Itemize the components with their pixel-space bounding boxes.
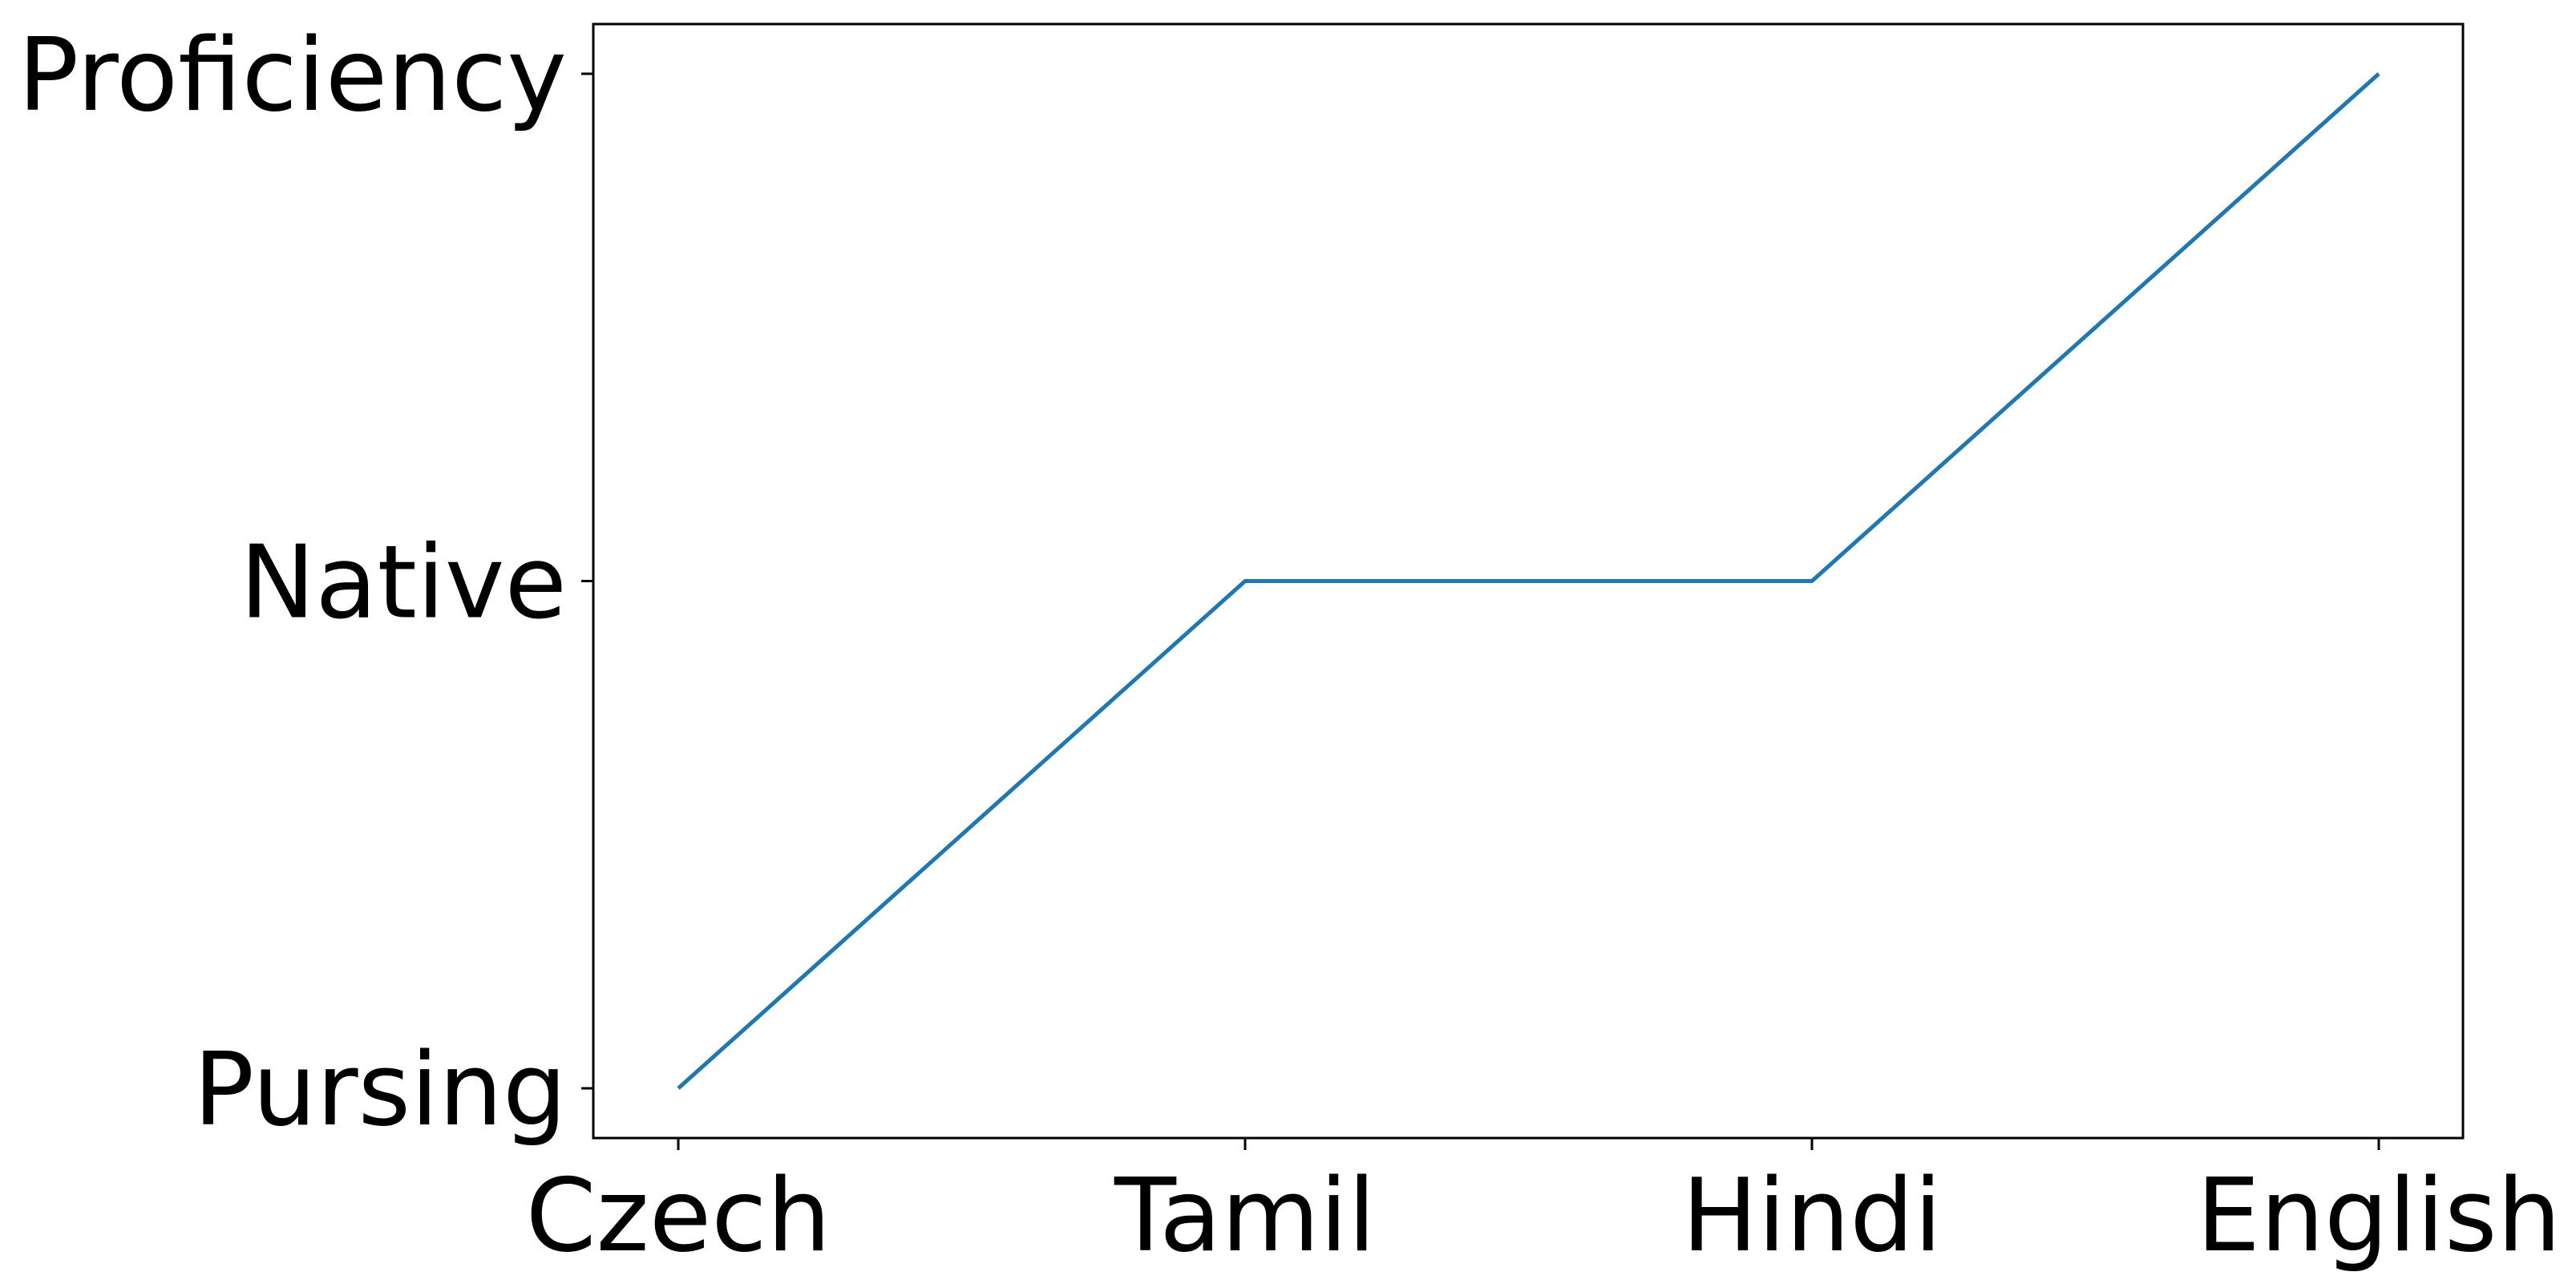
series-line xyxy=(677,72,2380,1090)
x-tick-label: Czech xyxy=(526,1156,831,1274)
x-tick-label: English xyxy=(2197,1156,2562,1274)
x-tick-label: Hindi xyxy=(1682,1156,1943,1274)
y-axis: Pursing Native Proficiency xyxy=(18,16,593,1148)
y-tick-label: Pursing xyxy=(193,1031,567,1148)
y-tick-label: Proficiency xyxy=(18,16,567,134)
x-tick-label: Tamil xyxy=(1114,1156,1376,1274)
y-tick-label: Native xyxy=(240,524,567,642)
x-axis: Czech Tamil Hindi English xyxy=(526,1138,2562,1274)
